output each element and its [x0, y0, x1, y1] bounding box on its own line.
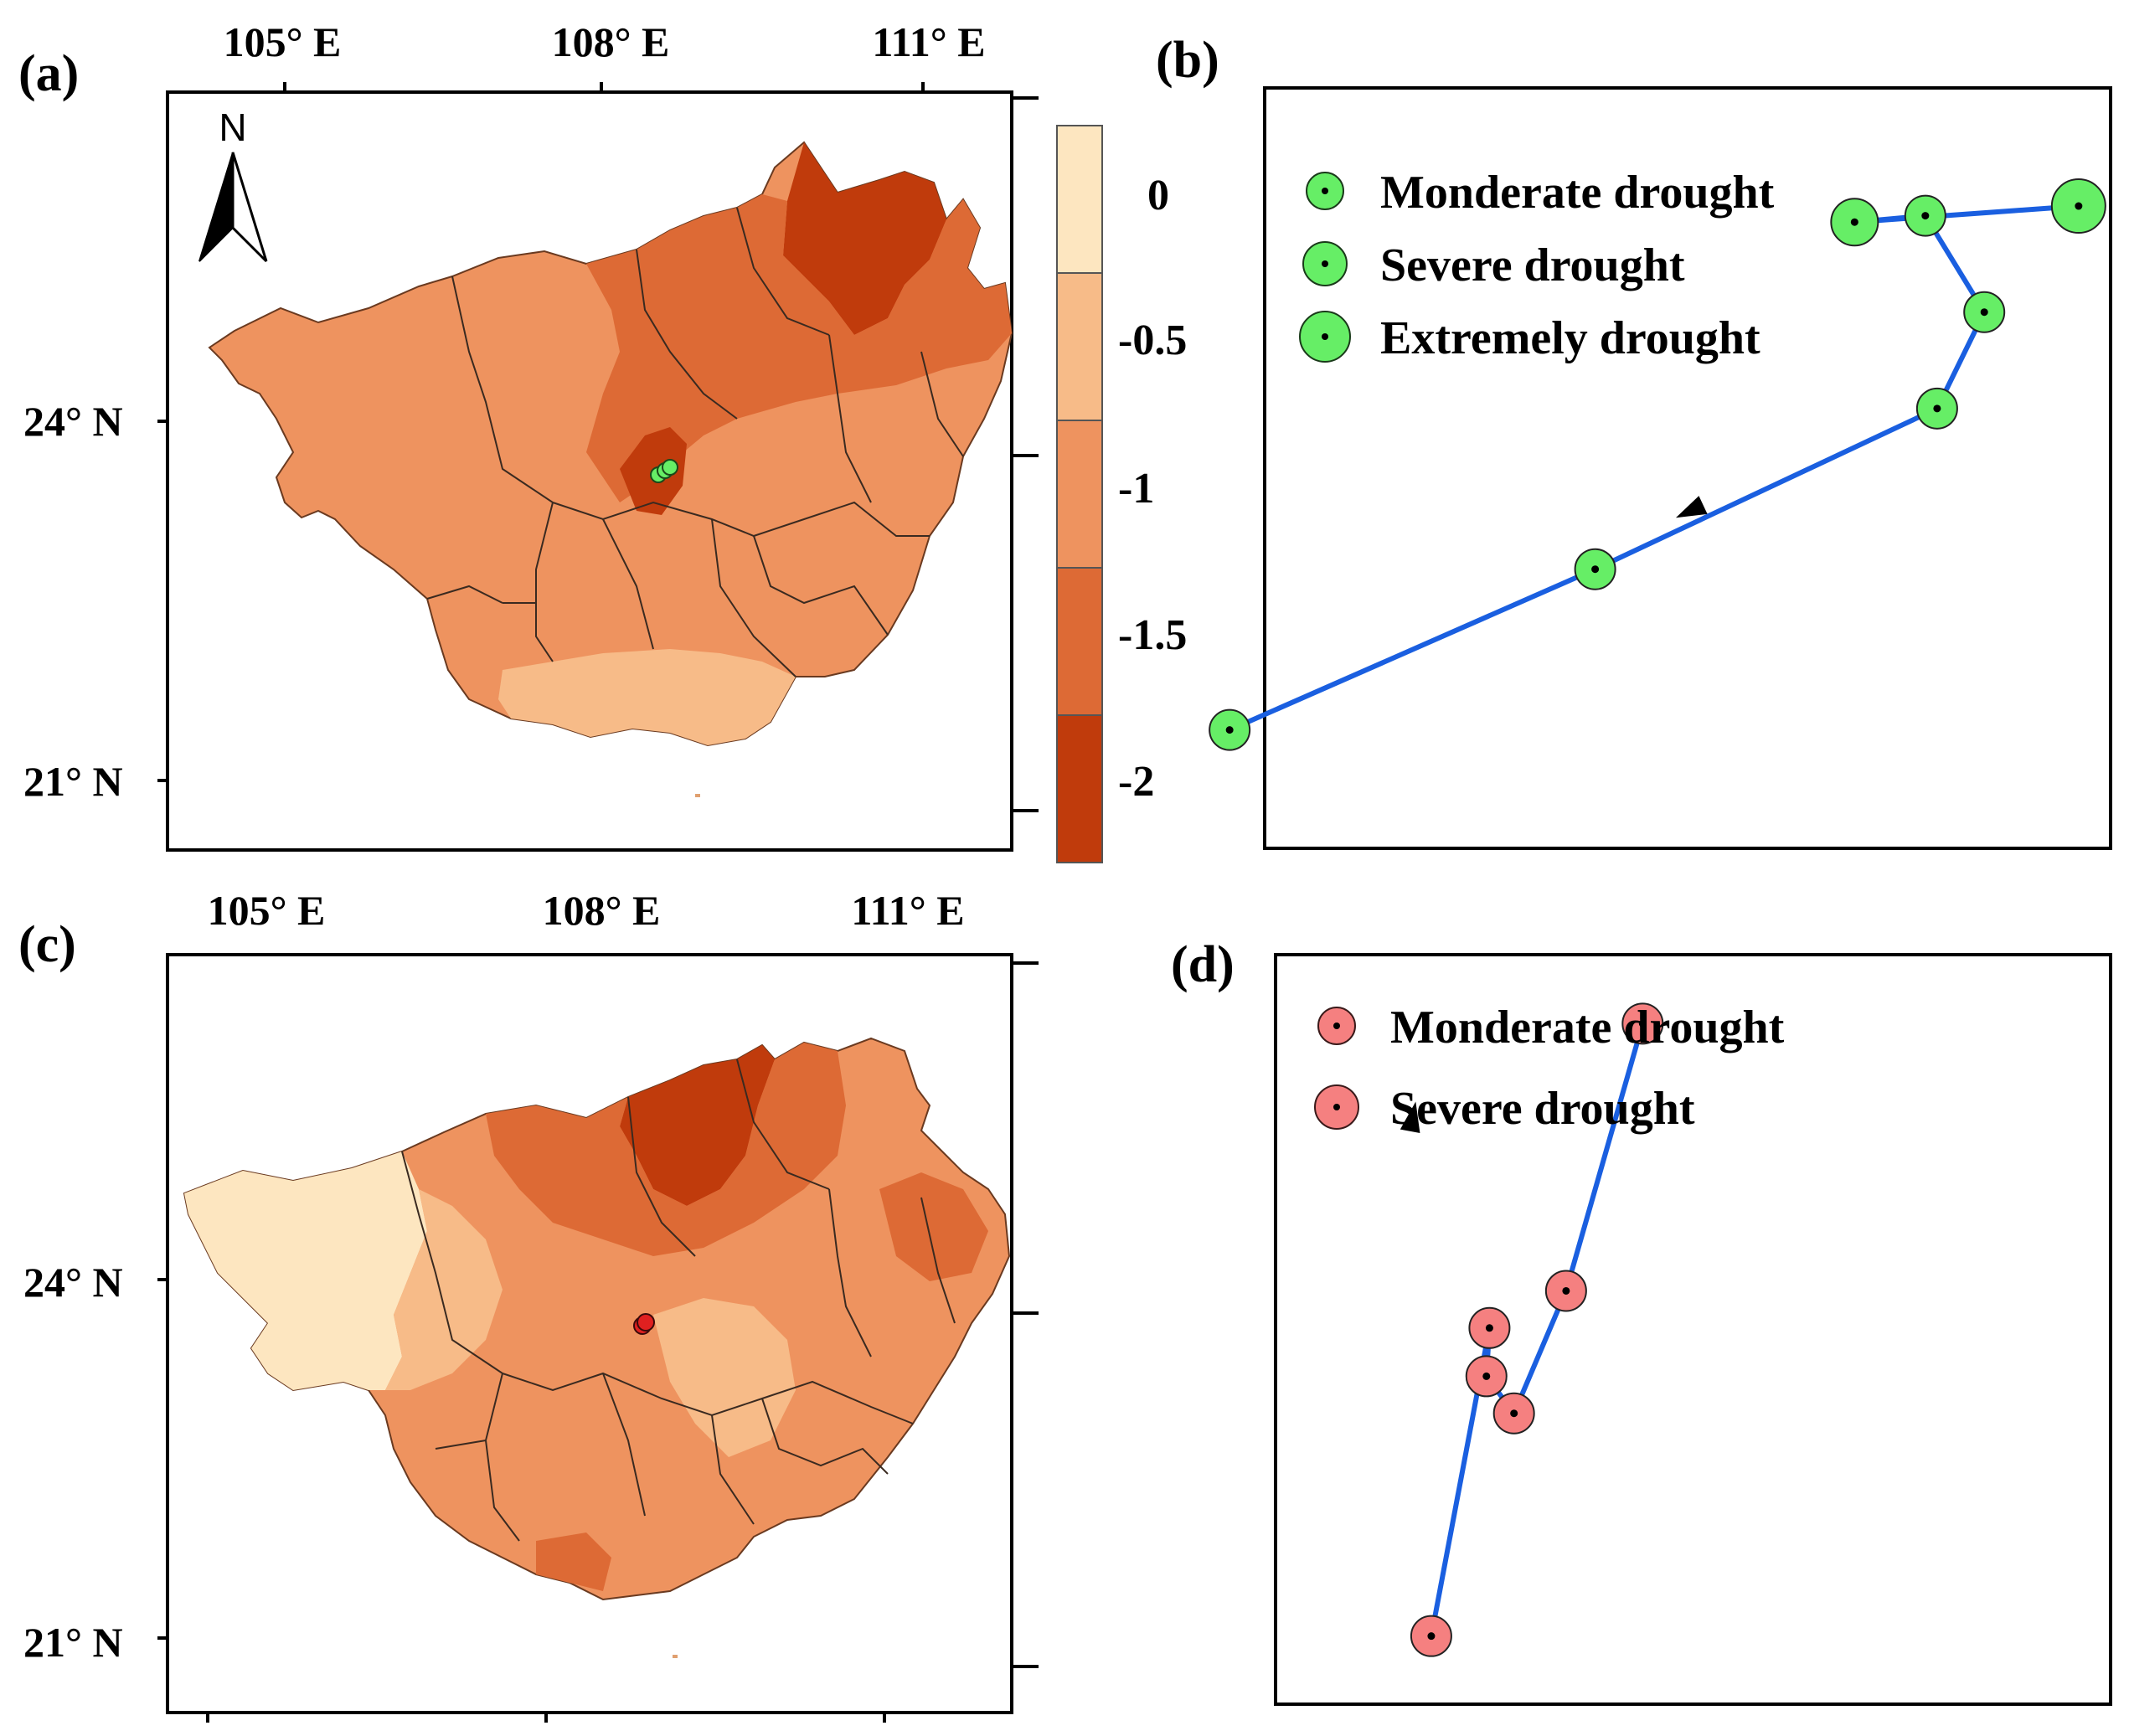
panel-a-map — [208, 141, 1013, 797]
colorbar-label-2: -1 — [1118, 465, 1154, 513]
d-direction-arrow — [1400, 1101, 1420, 1134]
panel-d-frame — [1274, 953, 2112, 1706]
d-centroid-dot-4 — [1485, 1324, 1493, 1332]
d-track-segment — [1563, 1023, 1646, 1292]
panel-c-centroids — [633, 1313, 655, 1335]
b-track-segment — [1594, 406, 1939, 572]
panel-a-lat-tick-24: 24° N — [23, 398, 123, 445]
panel-a-lon-tick-105: 105° E — [224, 18, 342, 65]
panel-a-north-arrow: N — [198, 106, 268, 263]
panel-a-lat-tick-21: 21° N — [23, 758, 123, 805]
panel-c-lat-tick-24: 24° N — [23, 1259, 123, 1306]
panel-c: (c) 105° E 108° E 111° E 24° N 21° N — [18, 887, 1039, 1723]
north-label: N — [219, 106, 246, 149]
panel-c-lon-tick-108: 108° E — [543, 887, 661, 934]
panel-a-map-frame — [166, 90, 1013, 852]
panel-c-mid-dark-east — [879, 1172, 988, 1281]
panel-c-lon-ticks: 105° E 108° E 111° E — [208, 887, 965, 934]
panel-d-legend: Monderate drought Severe drought — [1314, 1002, 1785, 1135]
colorbar-label-4: -2 — [1118, 758, 1154, 806]
legend-severe: Severe drought — [1380, 240, 1685, 291]
b-track-segment — [1228, 566, 1596, 733]
panel-c-lon-tick-111: 111° E — [851, 887, 964, 934]
panel-a-lat-ticks: 24° N 21° N — [23, 398, 123, 805]
colorbar: 0 -0.5 -1 -1.5 -2 — [1056, 125, 1187, 863]
d-centroid-dot-2 — [1510, 1409, 1518, 1418]
panel-a-light-region — [498, 649, 796, 745]
panel-b-label: (b) — [1156, 32, 1219, 89]
b-centroid-dot-6 — [2075, 202, 2083, 210]
b-track-segment — [1854, 203, 2080, 225]
panel-c-lat-tick-21: 21° N — [23, 1619, 123, 1666]
panel-a-tick-marks — [157, 82, 1039, 812]
panel-b: (b) Monderate drought Severe drought Ext… — [1156, 32, 2112, 850]
legend-extreme: Extremely drought — [1380, 312, 1760, 364]
colorbar-swatch-4 — [1056, 714, 1103, 863]
panel-a-lon-tick-108: 108° E — [552, 18, 670, 65]
b-centroid-dot-0 — [1225, 726, 1234, 734]
panel-c-boundaries — [401, 1059, 956, 1542]
legend-d-severe: Severe drought — [1390, 1083, 1695, 1135]
colorbar-swatch-0 — [1056, 125, 1103, 274]
b-centroid-dot-5 — [1850, 218, 1858, 226]
colorbar-swatch-1 — [1056, 272, 1103, 421]
panel-a-mid-dark-region — [586, 194, 1012, 502]
panel-a-lon-tick-111: 111° E — [872, 18, 985, 65]
panel-c-island — [673, 1655, 678, 1658]
panel-d: (d) Monderate drought Severe drought — [1171, 936, 2112, 1706]
panel-b-frame — [1263, 86, 2112, 850]
panel-b-legend: Monderate drought Severe drought Extreme… — [1299, 167, 1775, 364]
d-track-segment — [1511, 1290, 1569, 1414]
panel-c-light-west-mid — [385, 1189, 503, 1390]
b-centroid-dot-1 — [1591, 565, 1600, 574]
panel-c-label: (c) — [18, 916, 76, 973]
d-centroid-dot-5 — [1427, 1632, 1436, 1641]
panel-c-tick-marks — [157, 961, 1039, 1723]
colorbar-label-3: -1.5 — [1118, 611, 1187, 659]
colorbar-label-0: 0 — [1147, 172, 1169, 219]
panel-a-lon-ticks: 105° E 108° E 111° E — [224, 18, 986, 65]
panel-a-boundaries — [426, 207, 964, 677]
panel-a: (a) 105° E 108° E 111° E 24° N 21° N — [18, 18, 1039, 852]
panel-c-mid-dark — [486, 1043, 846, 1256]
panel-c-lon-tick-105: 105° E — [208, 887, 326, 934]
legend-moderate: Monderate drought — [1380, 167, 1775, 219]
panel-a-label: (a) — [18, 45, 79, 102]
panel-c-light-west — [184, 1151, 427, 1390]
panel-a-centroids — [650, 459, 678, 483]
panel-c-map — [183, 1037, 1011, 1658]
colorbar-label-1: -0.5 — [1118, 317, 1187, 364]
panel-c-lat-ticks: 24° N 21° N — [23, 1259, 123, 1666]
panel-d-label: (d) — [1171, 936, 1235, 993]
panel-c-dark-south — [536, 1533, 611, 1591]
b-direction-arrow — [1675, 496, 1708, 518]
d-centroid-dot-0 — [1638, 1019, 1647, 1028]
panel-c-light-center — [653, 1298, 796, 1457]
panel-c-map-frame — [166, 953, 1013, 1714]
colorbar-swatch-3 — [1056, 567, 1103, 716]
legend-d-moderate: Monderate drought — [1390, 1002, 1785, 1053]
colorbar-swatch-2 — [1056, 420, 1103, 569]
b-centroid-dot-4 — [1921, 212, 1930, 220]
d-centroid-dot-1 — [1562, 1286, 1570, 1295]
d-centroid-dot-3 — [1482, 1372, 1491, 1380]
panel-a-dark-region — [783, 142, 946, 335]
b-centroid-dot-3 — [1980, 308, 1988, 317]
b-centroid-dot-2 — [1933, 404, 1941, 413]
panel-a-island — [695, 794, 700, 797]
panel-c-dark-north — [620, 1045, 775, 1206]
